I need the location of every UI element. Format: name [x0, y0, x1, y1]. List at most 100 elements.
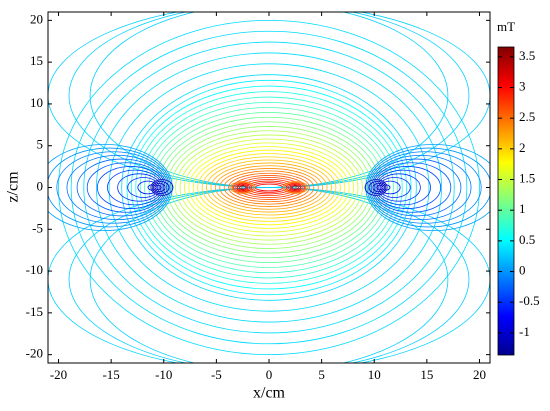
contour-line	[368, 181, 387, 194]
contour-line	[89, 187, 449, 363]
x-tick-label: 10	[368, 367, 381, 382]
contour-line	[127, 177, 160, 198]
y-axis-label: z/cm	[5, 171, 22, 203]
contour-line	[375, 169, 431, 206]
contour-line	[66, 155, 169, 220]
contour-line	[282, 181, 309, 194]
contour-line	[148, 107, 390, 268]
contour-line	[364, 179, 388, 196]
contour-line	[130, 85, 408, 290]
contour-line	[379, 180, 401, 195]
x-tick-label: 15	[420, 367, 433, 382]
contour-line	[96, 52, 442, 323]
contour-line	[239, 185, 247, 190]
contour-line	[183, 142, 355, 233]
contour-line	[229, 181, 256, 194]
y-tick-label: 15	[30, 53, 43, 68]
colorbar	[497, 46, 515, 356]
contour-line	[228, 172, 310, 203]
contour-line	[289, 184, 301, 191]
y-tick-label: -10	[26, 262, 43, 277]
colorbar-label: mT	[497, 19, 515, 34]
contour-line	[151, 181, 170, 194]
contour-line	[381, 184, 391, 191]
x-tick-label: -5	[211, 367, 222, 382]
contour-line	[369, 155, 472, 220]
contour-line	[373, 166, 442, 209]
contour-line	[214, 165, 324, 210]
y-tick-label: -20	[26, 346, 43, 361]
contour-line	[135, 91, 403, 284]
contour-line	[126, 79, 412, 296]
contour-line	[233, 182, 252, 193]
contour-line	[371, 158, 462, 217]
contour-line	[223, 170, 315, 205]
contour-line	[241, 178, 297, 197]
contour-line	[201, 156, 337, 219]
y-tick-label: 5	[37, 137, 44, 152]
colorbar-tick-label: -0.5	[519, 293, 540, 308]
colorbar-tick-label: 1	[519, 201, 526, 216]
contour-line	[108, 63, 430, 312]
contour-line	[154, 184, 162, 191]
x-tick-label: -15	[102, 367, 119, 382]
y-tick-label: 0	[37, 178, 44, 193]
contour-line	[366, 147, 490, 228]
contour-line	[153, 182, 166, 193]
contour-line	[121, 74, 417, 301]
colorbar-tick-label: 2.5	[519, 109, 535, 124]
colorbar-tick-label: 2	[519, 140, 526, 155]
contour-line	[197, 153, 341, 222]
contour-line	[210, 162, 328, 213]
contour-line	[179, 138, 359, 237]
contour-line	[365, 143, 490, 232]
contour-line	[286, 182, 305, 193]
contour-line	[376, 184, 384, 191]
contour-line	[232, 175, 306, 200]
x-tick-label: 5	[318, 367, 325, 382]
contour-line	[144, 101, 394, 274]
contour-line	[287, 183, 303, 192]
contour-line	[235, 183, 251, 192]
contour-line	[147, 184, 157, 191]
contour-line	[219, 168, 319, 207]
contour-line	[139, 96, 399, 279]
contour-line	[48, 143, 173, 232]
contour-line	[284, 182, 307, 193]
contour-line	[175, 134, 363, 241]
x-tick-label: -10	[155, 367, 172, 382]
contour-line	[76, 158, 167, 217]
y-tick-label: 20	[30, 11, 43, 26]
contour-line	[107, 169, 163, 206]
y-tick-label: -15	[26, 304, 43, 319]
x-tick-label: 20	[473, 367, 486, 382]
colorbar-tick-label: 3.5	[519, 48, 535, 63]
colorbar-tick-label: -1	[519, 324, 530, 339]
contour-lines	[48, 12, 490, 363]
contour-line	[96, 166, 165, 209]
x-axis-label: x/cm	[253, 385, 286, 402]
contour-line	[250, 182, 288, 193]
colorbar-tick-label: 0	[519, 263, 526, 278]
contour-line	[378, 177, 411, 198]
contour-line	[206, 159, 332, 216]
contour-line	[137, 180, 159, 195]
contour-line	[245, 180, 293, 195]
x-tick-label: -20	[50, 367, 67, 382]
contour-line	[372, 182, 385, 193]
colorbar-tick-label: 0.5	[519, 232, 535, 247]
contour-line	[48, 147, 172, 228]
colorbar-tick-label: 1.5	[519, 171, 535, 186]
y-tick-label: 10	[30, 95, 43, 110]
contour-line	[237, 184, 249, 191]
x-tick-label: 0	[266, 367, 273, 382]
contour-line	[150, 179, 174, 196]
contour-line	[231, 182, 254, 193]
contour-line	[188, 146, 350, 229]
contour-line	[192, 149, 346, 226]
contour-line	[70, 30, 468, 345]
contour-line	[83, 41, 455, 334]
colorbar-tick-label: 3	[519, 78, 526, 93]
y-tick-label: -5	[32, 220, 43, 235]
